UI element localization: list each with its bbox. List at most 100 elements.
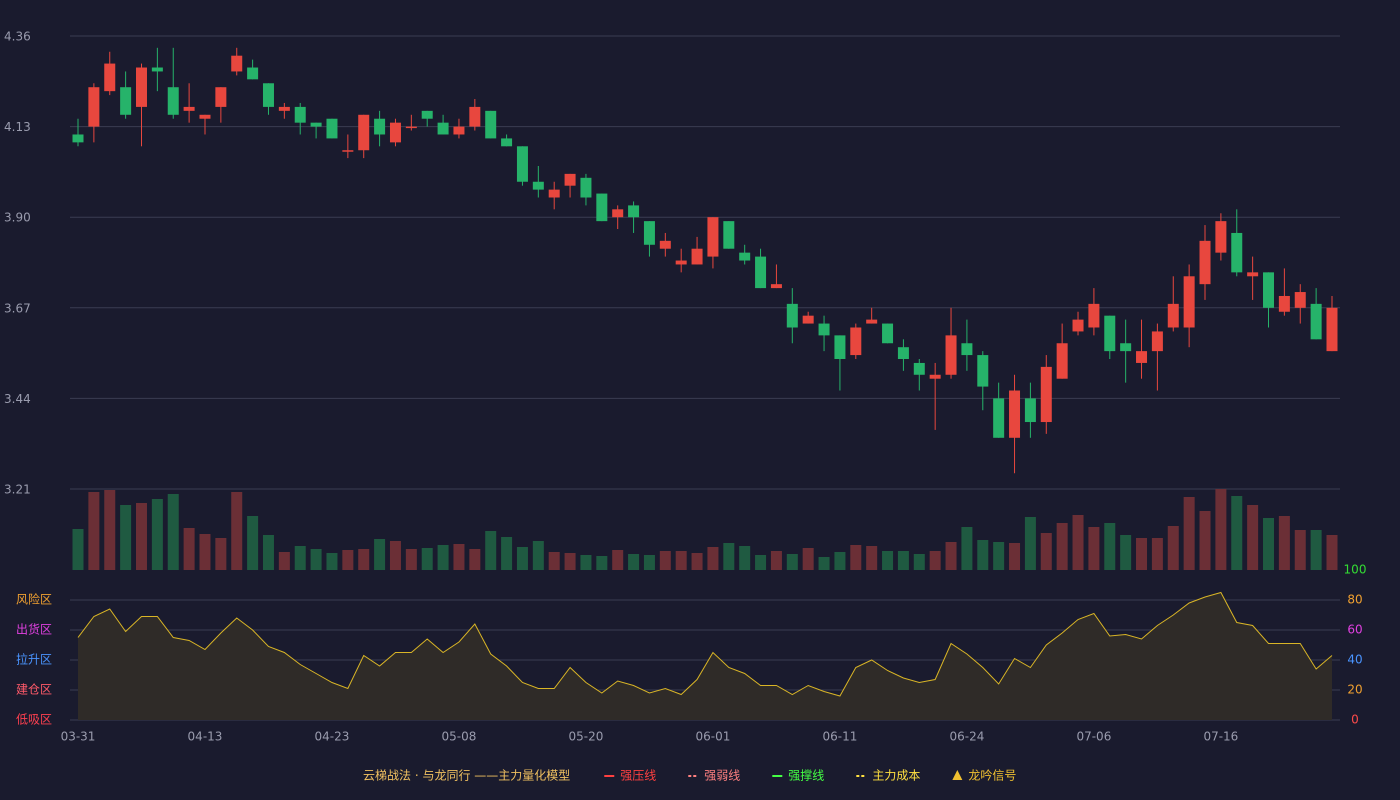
candle-body	[596, 193, 608, 222]
volume-bar	[247, 516, 259, 570]
volume-bar	[374, 539, 386, 570]
candle-body	[215, 87, 227, 107]
volume-bar	[945, 542, 957, 570]
volume-bar	[1151, 538, 1163, 570]
legend-label: 主力成本	[872, 769, 920, 783]
candle-body	[770, 284, 782, 289]
x-tick-label: 06-11	[822, 730, 857, 744]
candle-body	[247, 67, 259, 80]
candle-body	[1056, 343, 1068, 379]
volume-bar	[1024, 517, 1036, 570]
candle-body	[1183, 276, 1195, 328]
volume-bar	[532, 541, 544, 570]
candle-body	[897, 347, 909, 360]
candle-body	[818, 323, 830, 336]
volume-bar	[659, 551, 671, 570]
candle-body	[834, 335, 846, 360]
candle-body	[88, 87, 100, 127]
indicator-line	[77, 591, 1333, 697]
volume-bar	[596, 556, 608, 570]
volume-bar	[469, 549, 481, 570]
candle-body	[278, 106, 290, 111]
volume-bar	[1088, 527, 1100, 570]
candle-body	[532, 181, 544, 190]
candle-body	[977, 355, 989, 387]
candle-body	[945, 335, 957, 375]
candle-body	[1151, 331, 1163, 352]
candle-body	[1136, 351, 1148, 363]
candle-body	[262, 83, 274, 107]
x-tick-label: 03-31	[61, 730, 96, 744]
candle-body	[866, 319, 878, 324]
candle-body	[326, 118, 338, 139]
volume-bar	[183, 528, 195, 570]
volume-bar	[1120, 535, 1132, 570]
volume-bar	[1104, 523, 1116, 570]
volume-bar	[1326, 535, 1338, 570]
candle-body	[358, 114, 370, 151]
candle-body	[469, 106, 481, 127]
candle-body	[961, 343, 973, 356]
y-tick-label: 0	[1351, 713, 1359, 727]
candle-body	[167, 87, 179, 115]
candle-body	[183, 106, 195, 111]
legend-label: 强弱线	[704, 769, 740, 783]
volume-bar	[897, 551, 909, 570]
volume-bar	[151, 499, 163, 570]
volume-bar	[977, 540, 989, 570]
candle-body	[1310, 303, 1322, 340]
volume-bar	[723, 543, 735, 570]
volume-bar	[770, 551, 782, 570]
candle-body	[564, 173, 576, 186]
volume-bar	[993, 542, 1005, 570]
candle-body	[405, 126, 417, 129]
zone-label: 低吸区	[16, 713, 52, 727]
y-tick-label: 80	[1347, 593, 1362, 607]
candle-body	[691, 248, 703, 265]
candle-body	[1294, 292, 1306, 308]
candle-body	[120, 87, 132, 115]
candle-body	[850, 327, 862, 356]
volume-bar	[310, 549, 322, 570]
volume-bar	[1199, 511, 1211, 570]
volume-bar	[421, 548, 433, 570]
candle-body	[1231, 232, 1243, 273]
volume-bar	[104, 490, 116, 570]
volume-bar	[882, 551, 894, 570]
volume-bar	[120, 505, 132, 570]
volume-bar	[516, 547, 528, 570]
volume-bar	[278, 552, 290, 570]
candle-body	[1199, 240, 1211, 285]
volume-bar	[913, 554, 925, 570]
zone-label: 建仓区	[16, 683, 52, 697]
y-tick-label: 4.13	[4, 120, 31, 134]
volume-bar	[1231, 496, 1243, 570]
volume-bar	[1167, 526, 1179, 570]
y-tick-label: 60	[1347, 623, 1362, 637]
candle-body	[151, 67, 163, 72]
volume-bar	[88, 492, 100, 570]
zone-label: 拉升区	[16, 652, 52, 667]
candle-body	[485, 110, 497, 139]
candle-body	[612, 209, 624, 218]
y-tick-label: 3.90	[4, 211, 31, 225]
volume-bar	[834, 552, 846, 570]
candle-body	[1167, 303, 1179, 328]
volume-bar	[262, 535, 274, 570]
volume-bar	[691, 553, 703, 570]
y-tick-label: 3.44	[4, 392, 31, 406]
candle-body	[628, 205, 640, 218]
indicator-area	[78, 592, 1332, 720]
candle-body	[882, 323, 894, 344]
volume-bar	[231, 492, 243, 570]
candle-body	[659, 240, 671, 249]
volume-bar	[405, 549, 417, 570]
volume-bar	[501, 537, 513, 570]
volume-bar	[786, 554, 798, 570]
candle-body	[913, 362, 925, 375]
volume-bar	[167, 494, 179, 570]
candle-body	[1072, 319, 1084, 332]
candle-body	[310, 122, 322, 127]
y-tick-label: 4.36	[4, 30, 31, 44]
